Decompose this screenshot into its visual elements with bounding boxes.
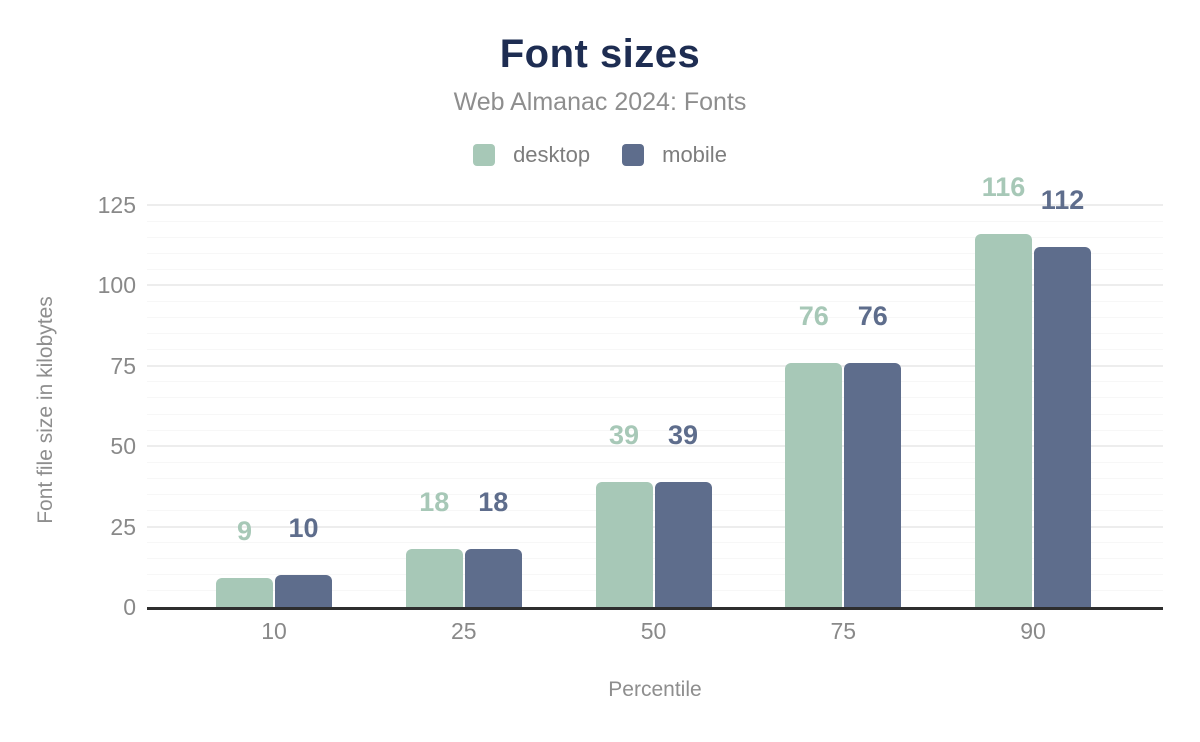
bar-desktop: [975, 233, 1032, 607]
value-label-mobile: 112: [1040, 184, 1085, 215]
value-label-mobile: 18: [478, 487, 509, 518]
bar-desktop: [595, 481, 653, 607]
x-tick-label: 75: [830, 618, 857, 644]
gridline-major: [147, 364, 1163, 367]
bar-mobile: [1034, 246, 1091, 607]
bar-mobile: [464, 549, 522, 607]
y-tick-label: 75: [110, 352, 136, 379]
value-label-desktop: 76: [798, 300, 829, 331]
x-axis-title: Percentile: [608, 678, 702, 701]
value-label-mobile: 39: [667, 419, 699, 450]
bar-desktop: [785, 362, 843, 607]
value-label-desktop: 39: [608, 419, 640, 450]
value-label-mobile: 76: [857, 300, 888, 331]
legend-label-mobile: mobile: [662, 142, 727, 167]
legend-item-mobile: mobile: [622, 142, 727, 168]
gridline-minor: [147, 317, 1163, 319]
y-tick-label: 0: [123, 594, 136, 620]
value-label-desktop: 18: [419, 487, 450, 518]
gridline-minor: [147, 477, 1163, 479]
y-tick-label: 100: [97, 272, 136, 299]
y-tick-label: 125: [97, 192, 136, 218]
legend-swatch-mobile: [622, 144, 645, 166]
legend-label-desktop: desktop: [513, 142, 591, 167]
x-axis-line: [147, 607, 1163, 610]
gridline-minor: [147, 397, 1163, 399]
gridline-minor: [147, 349, 1163, 351]
gridline-minor: [147, 236, 1163, 238]
gridline-major: [147, 284, 1163, 287]
chart-subtitle: Web Almanac 2024: Fonts: [453, 88, 747, 116]
gridline-minor: [147, 333, 1163, 335]
x-tick-label: 25: [450, 618, 477, 644]
bar-desktop: [216, 578, 273, 607]
x-tick-label: 10: [261, 618, 287, 644]
gridline-minor: [147, 220, 1163, 222]
gridline-minor: [147, 413, 1163, 415]
y-tick-label: 50: [110, 433, 136, 460]
bar-mobile: [654, 481, 712, 607]
gridline-minor: [147, 268, 1163, 270]
chart-title: Font sizes: [499, 32, 701, 76]
bar-desktop: [405, 549, 463, 607]
legend-item-desktop: desktop: [473, 142, 590, 168]
gridline-minor: [147, 252, 1163, 254]
chart-legend: desktop mobile: [0, 142, 1200, 168]
gridline-minor: [147, 300, 1163, 302]
gridline-major: [147, 445, 1163, 448]
bar-mobile: [844, 362, 902, 607]
x-tick-label: 90: [1020, 618, 1046, 644]
value-label-desktop: 116: [981, 171, 1026, 202]
legend-swatch-desktop: [473, 144, 496, 166]
bar-mobile: [275, 574, 332, 607]
gridline-minor: [147, 381, 1163, 383]
x-tick-label: 50: [640, 618, 667, 644]
gridline-major: [147, 204, 1163, 206]
gridline-minor: [147, 429, 1163, 431]
value-label-mobile: 10: [288, 512, 319, 543]
value-label-desktop: 9: [236, 516, 253, 547]
gridline-minor: [147, 461, 1163, 463]
y-tick-label: 25: [110, 513, 136, 540]
